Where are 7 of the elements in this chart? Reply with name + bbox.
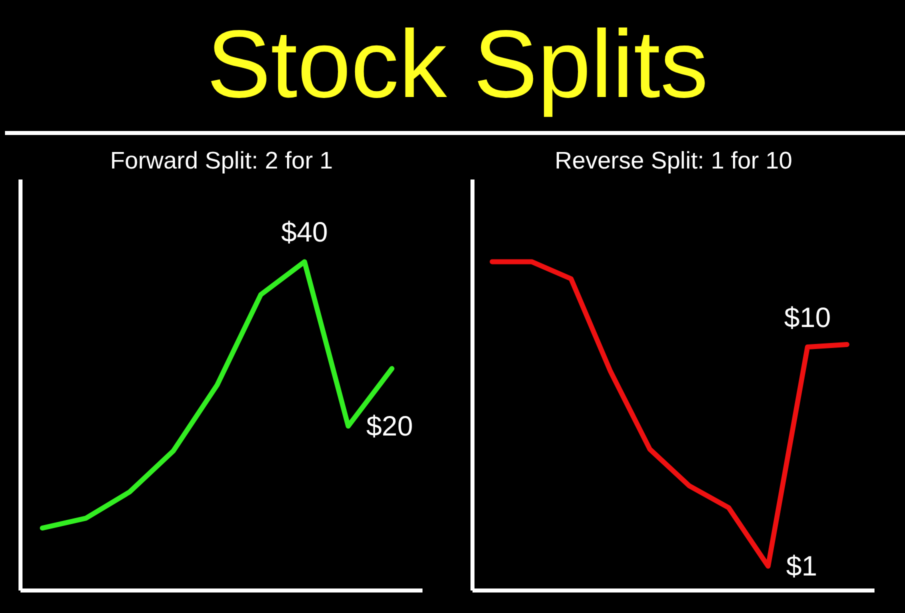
data-label: $40	[281, 216, 328, 248]
data-label: $1	[786, 550, 818, 582]
chart-subtitle: Reverse Split: 1 for 10	[554, 148, 792, 174]
chart-subtitle: Forward Split: 2 for 1	[110, 148, 333, 174]
data-label: $10	[784, 302, 831, 333]
data-label: $20	[366, 410, 413, 442]
chart-title: Stock Splits	[206, 10, 708, 120]
